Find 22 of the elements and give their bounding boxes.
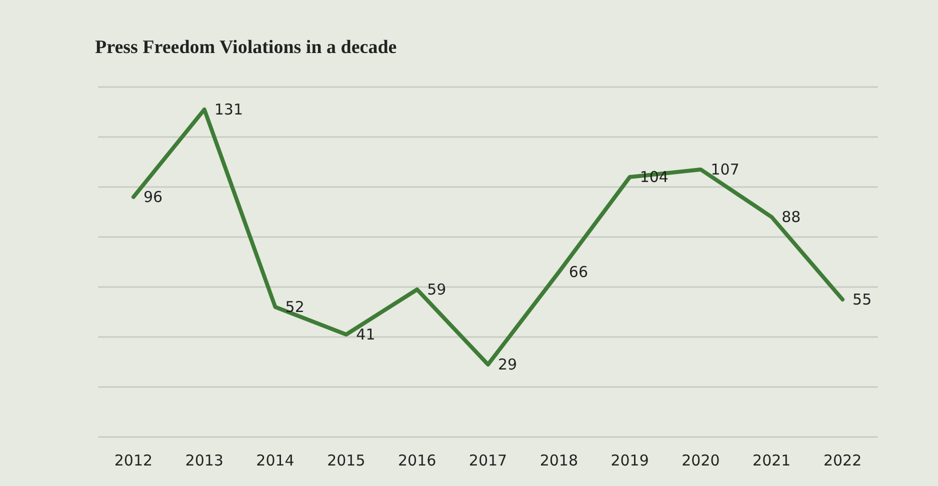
x-tick-label: 2014 bbox=[256, 452, 294, 470]
x-tick-label: 2016 bbox=[398, 452, 436, 470]
data-label: 131 bbox=[214, 100, 244, 118]
x-tick-label: 2012 bbox=[114, 452, 153, 470]
x-tick-label: 2013 bbox=[185, 452, 224, 470]
x-tick-label: 2018 bbox=[540, 452, 578, 470]
data-label: 29 bbox=[498, 356, 518, 374]
x-tick-label: 2017 bbox=[468, 452, 508, 470]
x-tick-label: 2020 bbox=[682, 452, 720, 470]
x-tick-label: 2019 bbox=[610, 452, 649, 470]
data-label: 88 bbox=[782, 208, 801, 226]
data-label: 107 bbox=[710, 160, 740, 178]
data-label: 59 bbox=[427, 280, 446, 298]
data-label: 52 bbox=[285, 298, 304, 316]
x-tick-label: 2021 bbox=[752, 452, 791, 470]
x-tick-label: 2015 bbox=[327, 452, 366, 470]
data-label: 66 bbox=[568, 263, 588, 281]
chart-title: Press Freedom Violations in a decade bbox=[95, 37, 397, 58]
data-label: 41 bbox=[356, 326, 376, 344]
data-label: 55 bbox=[852, 290, 872, 308]
x-tick-label: 2022 bbox=[823, 452, 862, 470]
data-label: 96 bbox=[143, 188, 163, 206]
